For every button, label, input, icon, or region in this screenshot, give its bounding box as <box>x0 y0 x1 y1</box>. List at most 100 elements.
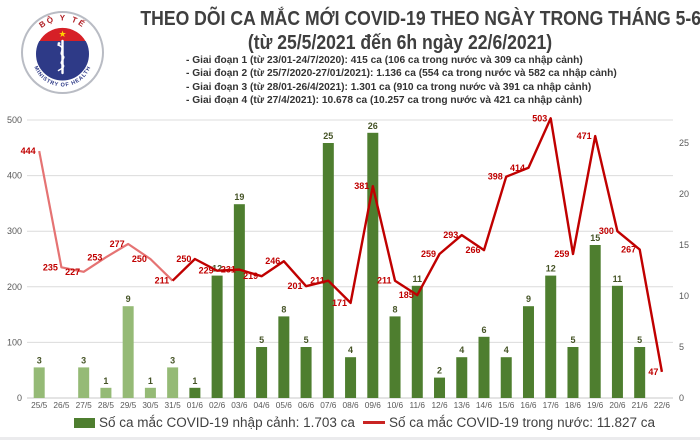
legend-imported-swatch <box>74 417 95 428</box>
x-axis-label: 10/6 <box>387 400 404 410</box>
right-axis-tick: 20 <box>679 189 689 199</box>
phase-bullet: - Giai đoạn 4 (từ 27/4/2021): 10.678 ca … <box>186 93 583 106</box>
bar-value-label: 8 <box>393 304 398 314</box>
bar-value-label: 26 <box>368 121 378 131</box>
line-value-label: 211 <box>310 276 325 286</box>
line-value-label: 246 <box>265 256 280 266</box>
bar <box>322 143 334 398</box>
line-value-label: 267 <box>621 245 636 255</box>
x-axis-label: 07/6 <box>320 400 337 410</box>
x-axis-label: 03/6 <box>231 400 248 410</box>
x-axis-label: 27/5 <box>76 400 93 410</box>
phase-bullet: - Giai đoạn 1 (từ 23/01-24/7/2020): 415 … <box>186 54 583 66</box>
line-value-label: 250 <box>132 254 147 264</box>
phase-summary: - Giai đoạn 1 (từ 23/01-24/7/2020): 415 … <box>186 54 617 107</box>
legend-domestic-label: Số ca mắc COVID-19 trong nước: 11.827 ca <box>389 415 656 430</box>
x-axis-label: 16/6 <box>520 400 537 410</box>
bar <box>456 357 468 398</box>
x-axis-label: 17/6 <box>543 400 560 410</box>
x-axis-label: 04/6 <box>254 400 271 410</box>
bar-value-label: 11 <box>613 274 623 284</box>
line-value-label: 259 <box>554 249 569 259</box>
x-axis-label: 31/5 <box>165 400 182 410</box>
line-value-label: 259 <box>421 249 436 259</box>
bar <box>233 204 245 398</box>
legend-domestic-swatch <box>363 421 385 424</box>
bar-value-label: 8 <box>281 304 286 314</box>
bar <box>211 275 223 398</box>
line-value-label: 211 <box>377 276 392 286</box>
bar <box>611 285 623 398</box>
bar-value-label: 1 <box>103 376 108 386</box>
bar <box>478 336 490 398</box>
logo-star-icon: ★ <box>58 29 66 39</box>
line-value-label: 227 <box>65 267 80 277</box>
bar <box>278 316 290 398</box>
line-value-label: 398 <box>488 172 503 182</box>
bar-value-label: 4 <box>348 345 353 355</box>
bar-value-label: 11 <box>413 274 423 284</box>
line-value-label: 229 <box>199 266 214 276</box>
x-axis-label: 05/6 <box>276 400 293 410</box>
line-value-label: 277 <box>110 239 125 249</box>
bar-value-label: 15 <box>590 233 600 243</box>
legend-imported-cases: Số ca mắc COVID-19 nhập cảnh: 1.703 ca <box>74 415 355 430</box>
screenshot-bottom-edge <box>0 437 700 440</box>
bar-value-label: 2 <box>437 366 442 376</box>
bar <box>300 347 312 398</box>
line-value-label: 211 <box>155 276 170 286</box>
x-axis-label: 08/6 <box>342 400 359 410</box>
bar-value-label: 5 <box>304 335 309 345</box>
line-value-label: 219 <box>243 271 258 281</box>
x-axis-label: 21/6 <box>632 400 649 410</box>
bar <box>122 306 134 398</box>
line-value-label: 444 <box>21 146 36 156</box>
x-axis-label: 02/6 <box>209 400 226 410</box>
line-value-label: 185 <box>399 290 414 300</box>
x-axis-label: 12/6 <box>431 400 448 410</box>
x-axis-label: 29/5 <box>120 400 137 410</box>
left-axis-tick: 200 <box>7 282 22 292</box>
bar <box>567 347 579 398</box>
bar-value-label: 12 <box>212 264 222 274</box>
logo-red-cap <box>38 26 87 41</box>
bar-value-label: 1 <box>192 376 197 386</box>
legend-domestic-cases: Số ca mắc COVID-19 trong nước: 11.827 ca <box>363 415 655 430</box>
page-subtitle: (từ 25/5/2021 đến 6h ngày 22/6/2021) <box>247 32 553 54</box>
domestic-line-june <box>171 117 664 373</box>
right-axis-tick: 10 <box>679 291 689 301</box>
bar-value-label: 9 <box>526 294 531 304</box>
bar-value-label: 5 <box>570 335 575 345</box>
bar <box>634 347 646 398</box>
left-axis-tick: 400 <box>7 171 22 181</box>
bar <box>33 367 45 398</box>
left-axis-tick: 300 <box>7 226 22 236</box>
line-value-label: 381 <box>354 181 369 191</box>
bar-value-label: 1 <box>148 376 153 386</box>
x-axis-label: 28/5 <box>98 400 115 410</box>
line-value-label: 266 <box>465 245 480 255</box>
left-axis-tick: 100 <box>7 337 22 347</box>
x-axis-label: 20/6 <box>609 400 626 410</box>
bar <box>345 357 357 398</box>
x-axis-label: 13/6 <box>454 400 471 410</box>
x-axis-label: 19/6 <box>587 400 604 410</box>
bar <box>189 387 201 398</box>
bar-value-label: 5 <box>637 335 642 345</box>
x-axis-label: 11/6 <box>410 400 426 410</box>
x-axis-label: 15/6 <box>498 400 515 410</box>
bar-value-label: 3 <box>170 355 175 365</box>
bar <box>434 377 446 398</box>
bar-value-label: 5 <box>259 335 264 345</box>
line-value-label: 471 <box>577 131 592 141</box>
line-value-label: 231 <box>221 265 236 275</box>
bar <box>100 387 112 398</box>
rod-of-asclepius-icon <box>57 39 65 75</box>
bar-value-label: 12 <box>546 264 556 274</box>
right-axis-tick: 5 <box>679 342 684 352</box>
line-value-label: 171 <box>332 298 347 308</box>
bar <box>522 306 534 398</box>
x-axis-label: 25/5 <box>31 400 48 410</box>
